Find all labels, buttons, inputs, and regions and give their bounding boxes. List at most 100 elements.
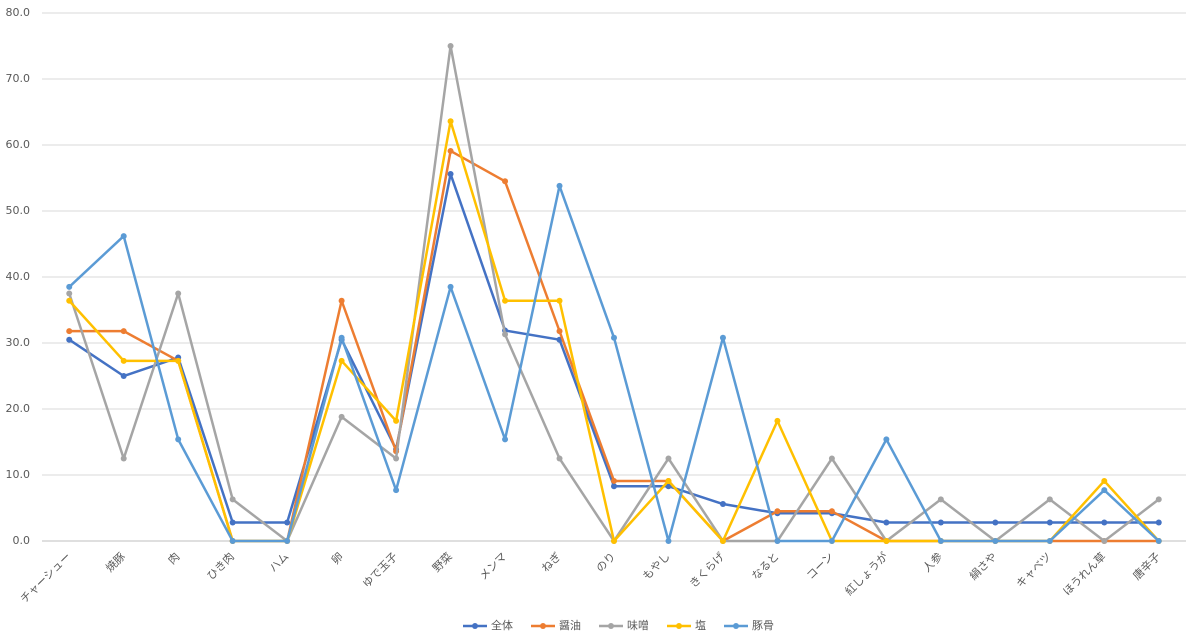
series-line bbox=[68, 172, 1159, 524]
data-point bbox=[175, 290, 182, 297]
data-point bbox=[883, 436, 890, 443]
legend-label: 全体 bbox=[491, 618, 513, 632]
data-point bbox=[120, 233, 127, 240]
data-point bbox=[1101, 477, 1108, 484]
data-point bbox=[665, 455, 672, 462]
data-point bbox=[992, 538, 999, 544]
data-point bbox=[1101, 487, 1108, 494]
x-tick-label: ほうれん草 bbox=[1060, 550, 1108, 598]
data-point bbox=[774, 417, 781, 424]
x-tick-label: なると bbox=[749, 550, 782, 583]
legend-swatch-marker bbox=[608, 623, 614, 629]
data-point bbox=[665, 538, 672, 544]
data-point bbox=[229, 496, 236, 503]
data-point bbox=[1101, 519, 1108, 526]
data-point bbox=[992, 519, 999, 526]
legend-swatch-marker bbox=[540, 623, 546, 629]
data-point bbox=[665, 483, 672, 490]
x-tick-label: 唐辛子 bbox=[1130, 549, 1163, 582]
legend-label: 味噌 bbox=[627, 619, 649, 632]
x-tick-label: ハム bbox=[267, 550, 292, 575]
data-point bbox=[556, 182, 563, 189]
legend-swatch-marker bbox=[676, 623, 682, 629]
data-point bbox=[447, 171, 454, 178]
x-tick-label: のり bbox=[593, 550, 618, 575]
data-point bbox=[66, 290, 73, 297]
data-point bbox=[229, 519, 236, 526]
y-tick-label: 0.0 bbox=[13, 534, 31, 547]
data-point bbox=[937, 538, 944, 544]
y-tick-label: 50.0 bbox=[6, 204, 31, 217]
data-point bbox=[1155, 538, 1162, 544]
y-tick-label: 70.0 bbox=[6, 72, 31, 85]
data-point bbox=[229, 538, 236, 544]
data-point bbox=[338, 334, 345, 341]
data-point bbox=[447, 283, 454, 290]
x-tick-label: 卵 bbox=[329, 550, 346, 567]
data-point bbox=[66, 336, 73, 343]
legend-label: 醤油 bbox=[559, 618, 581, 632]
data-point bbox=[502, 331, 509, 338]
data-point bbox=[937, 519, 944, 526]
data-point bbox=[1155, 496, 1162, 503]
legend-label: 豚骨 bbox=[752, 619, 774, 632]
data-point bbox=[556, 297, 563, 304]
x-tick-label: 絹さや bbox=[966, 549, 999, 582]
x-tick-label: メンマ bbox=[477, 550, 510, 583]
x-tick-label: 人参 bbox=[920, 549, 945, 574]
x-tick-label: コーン bbox=[804, 550, 836, 582]
x-tick-label: 焼豚 bbox=[103, 550, 128, 575]
data-point bbox=[774, 508, 781, 515]
data-point bbox=[611, 334, 617, 341]
data-point bbox=[66, 328, 73, 335]
data-point bbox=[556, 455, 563, 462]
data-point bbox=[937, 496, 944, 503]
data-point bbox=[828, 455, 835, 462]
x-tick-label: チャーシュー bbox=[18, 550, 74, 606]
data-point bbox=[447, 118, 454, 125]
legend-swatch-marker bbox=[472, 623, 478, 629]
x-tick-label: 肉 bbox=[165, 550, 182, 567]
data-point bbox=[502, 178, 509, 185]
legend-label: 塩 bbox=[695, 618, 706, 632]
data-point bbox=[338, 297, 345, 304]
data-point bbox=[665, 477, 672, 484]
y-tick-label: 10.0 bbox=[6, 468, 31, 481]
data-point bbox=[719, 334, 726, 341]
x-tick-label: キャベツ bbox=[1014, 550, 1054, 590]
x-tick-label: 野菜 bbox=[430, 550, 455, 575]
data-point bbox=[719, 538, 726, 544]
data-point bbox=[66, 283, 73, 290]
data-point bbox=[556, 328, 563, 335]
data-point bbox=[719, 501, 726, 508]
y-tick-label: 30.0 bbox=[6, 336, 31, 349]
data-point bbox=[284, 519, 291, 526]
data-point bbox=[774, 538, 781, 544]
data-point bbox=[828, 508, 835, 515]
data-point bbox=[883, 538, 890, 544]
data-point bbox=[338, 413, 345, 420]
x-tick-label: ひき肉 bbox=[204, 550, 237, 583]
data-point bbox=[120, 328, 127, 335]
legend-swatch-marker bbox=[733, 623, 739, 629]
y-tick-label: 40.0 bbox=[6, 270, 31, 283]
data-point bbox=[611, 538, 617, 544]
data-point bbox=[447, 147, 454, 154]
data-point bbox=[611, 483, 617, 490]
data-point bbox=[883, 519, 890, 526]
data-point bbox=[828, 538, 835, 544]
data-point bbox=[1046, 538, 1053, 544]
data-point bbox=[120, 357, 127, 364]
data-point bbox=[120, 373, 127, 379]
x-tick-label: きくらげ bbox=[687, 550, 727, 590]
data-point bbox=[393, 455, 400, 462]
data-point bbox=[284, 538, 291, 544]
data-point bbox=[502, 297, 509, 304]
data-point bbox=[393, 417, 400, 424]
x-tick-label: もやし bbox=[640, 550, 673, 583]
y-tick-label: 20.0 bbox=[6, 402, 31, 415]
data-point bbox=[66, 297, 73, 304]
x-tick-label: 紅しょうが bbox=[842, 549, 891, 598]
data-point bbox=[1046, 496, 1053, 503]
